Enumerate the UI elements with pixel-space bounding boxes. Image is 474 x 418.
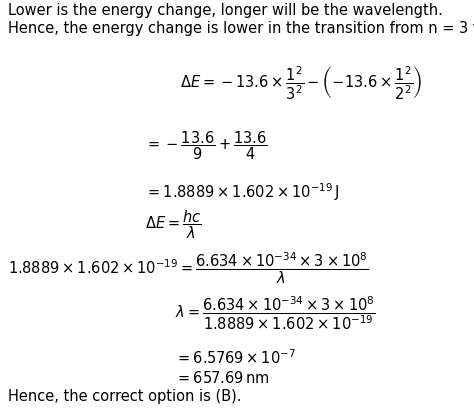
Text: Hence, the correct option is (B).: Hence, the correct option is (B). [8,389,241,404]
Text: $= 657.69\,\mathrm{nm}$: $= 657.69\,\mathrm{nm}$ [175,370,270,386]
Text: Hence, the energy change is lower in the transition from n = 3 to n = 2: Hence, the energy change is lower in the… [8,21,474,36]
Text: $\lambda = \dfrac{6.634 \times 10^{-34} \times 3 \times 10^{8}}{1.8889 \times 1.: $\lambda = \dfrac{6.634 \times 10^{-34} … [175,294,376,332]
Text: $\Delta E = \dfrac{hc}{\lambda}$: $\Delta E = \dfrac{hc}{\lambda}$ [145,209,201,241]
Text: $1.8889 \times 1.602 \times 10^{-19} = \dfrac{6.634 \times 10^{-34} \times 3 \ti: $1.8889 \times 1.602 \times 10^{-19} = \… [8,250,369,285]
Text: $\Delta E = -13.6 \times \dfrac{1^2}{3^2} - \left(-13.6 \times \dfrac{1^2}{2^2}\: $\Delta E = -13.6 \times \dfrac{1^2}{3^2… [180,64,422,102]
Text: $= 6.5769 \times 10^{-7}$: $= 6.5769 \times 10^{-7}$ [175,349,296,367]
Text: $= -\dfrac{13.6}{9} + \dfrac{13.6}{4}$: $= -\dfrac{13.6}{9} + \dfrac{13.6}{4}$ [145,130,268,162]
Text: $= 1.8889 \times 1.602 \times 10^{-19}\,\mathrm{J}$: $= 1.8889 \times 1.602 \times 10^{-19}\,… [145,181,339,203]
Text: Lower is the energy change, longer will be the wavelength.: Lower is the energy change, longer will … [8,3,443,18]
